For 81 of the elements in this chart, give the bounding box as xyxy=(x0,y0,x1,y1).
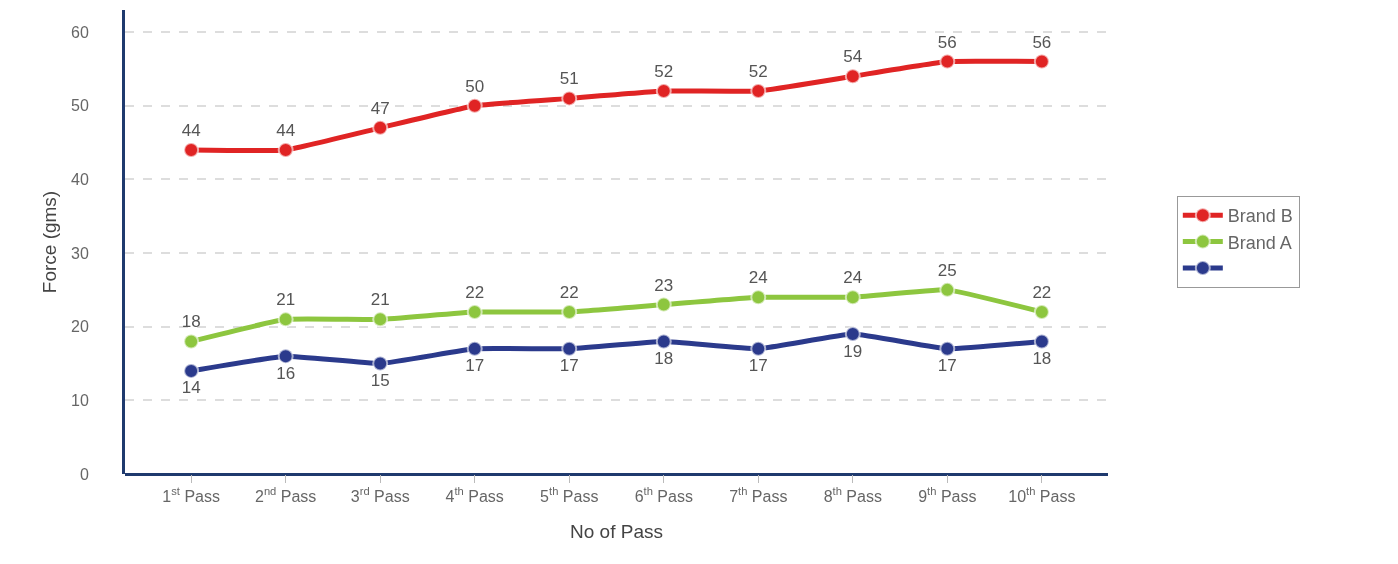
data-label: 21 xyxy=(370,290,390,310)
data-label: 22 xyxy=(465,282,485,302)
y-tick-label: 60 xyxy=(71,23,89,41)
point xyxy=(561,90,578,107)
data-label: 17 xyxy=(937,356,957,376)
point xyxy=(277,348,294,365)
data-label: 24 xyxy=(843,268,863,288)
point xyxy=(561,340,578,357)
point xyxy=(844,68,861,85)
point xyxy=(183,333,200,350)
point xyxy=(844,289,861,306)
data-label: 18 xyxy=(654,348,674,368)
point xyxy=(561,303,578,320)
data-label: 56 xyxy=(937,32,957,52)
data-label: 18 xyxy=(1032,348,1052,368)
data-label: 14 xyxy=(181,378,201,398)
legend-label: Brand A xyxy=(1227,232,1292,253)
data-label: 51 xyxy=(559,69,579,89)
point xyxy=(1033,333,1050,350)
point xyxy=(939,281,956,298)
x-tick-label: 2$^{nd}$ Pass xyxy=(254,485,317,506)
point xyxy=(372,119,389,136)
y-axis-title: Force (gms) xyxy=(38,190,60,294)
point xyxy=(372,311,389,328)
data-label: 15 xyxy=(370,371,390,391)
y-tick-label: 40 xyxy=(71,171,89,188)
data-label: 25 xyxy=(937,260,957,280)
data-label: 19 xyxy=(843,341,863,361)
x-tick-label: 4$^{th}$ Pass xyxy=(445,485,504,506)
data-label: 56 xyxy=(1032,32,1052,52)
data-label: 21 xyxy=(276,290,296,310)
point xyxy=(939,340,956,357)
x-tick-label: 8$^{th}$ Pass xyxy=(823,485,882,506)
point xyxy=(183,141,200,158)
point xyxy=(1033,53,1050,70)
point xyxy=(466,340,483,357)
point xyxy=(750,289,767,306)
point xyxy=(277,141,294,158)
data-label: 22 xyxy=(559,282,579,302)
point xyxy=(1033,303,1050,320)
y-tick-label: 30 xyxy=(71,244,89,262)
data-label: 47 xyxy=(370,98,390,118)
x-tick-label: 5$^{th}$ Pass xyxy=(540,485,599,506)
data-label: 17 xyxy=(748,356,768,376)
data-label: 17 xyxy=(559,356,579,376)
data-label: 23 xyxy=(654,275,674,295)
data-label: 44 xyxy=(276,120,296,140)
x-axis-title: No of Pass xyxy=(570,521,663,542)
x-tick-label: 9$^{th}$ Pass xyxy=(918,485,977,506)
point xyxy=(466,97,483,114)
x-tick-label: 10$^{th}$ Pass xyxy=(1008,485,1076,506)
point xyxy=(655,333,672,350)
y-tick-label: 10 xyxy=(71,391,89,409)
data-label: 16 xyxy=(276,363,296,383)
data-label: 52 xyxy=(654,62,674,82)
y-tick-label: 20 xyxy=(71,318,89,336)
point xyxy=(655,296,672,313)
point xyxy=(372,355,389,372)
data-label: 50 xyxy=(465,76,485,96)
y-tick-label: 50 xyxy=(71,97,89,115)
point xyxy=(750,340,767,357)
x-tick-label: 7$^{th}$ Pass xyxy=(729,485,788,506)
data-label: 44 xyxy=(181,120,201,140)
point xyxy=(277,311,294,328)
data-label: 54 xyxy=(843,47,863,67)
point xyxy=(655,83,672,100)
data-label: 24 xyxy=(748,268,768,288)
data-label: 18 xyxy=(181,312,201,332)
data-label: 22 xyxy=(1032,282,1052,302)
y-tick-label: 0 xyxy=(79,465,89,483)
point xyxy=(939,53,956,70)
point xyxy=(466,303,483,320)
legend-label: Brand B xyxy=(1227,206,1293,227)
data-label: 17 xyxy=(465,356,485,376)
x-tick-label: 1$^{st}$ Pass xyxy=(162,485,220,506)
data-label: 52 xyxy=(748,62,768,82)
point xyxy=(844,326,861,343)
point xyxy=(750,83,767,100)
point xyxy=(183,362,200,379)
x-tick-label: 3$^{rd}$ Pass xyxy=(350,485,410,506)
x-tick-label: 6$^{th}$ Pass xyxy=(634,485,693,506)
